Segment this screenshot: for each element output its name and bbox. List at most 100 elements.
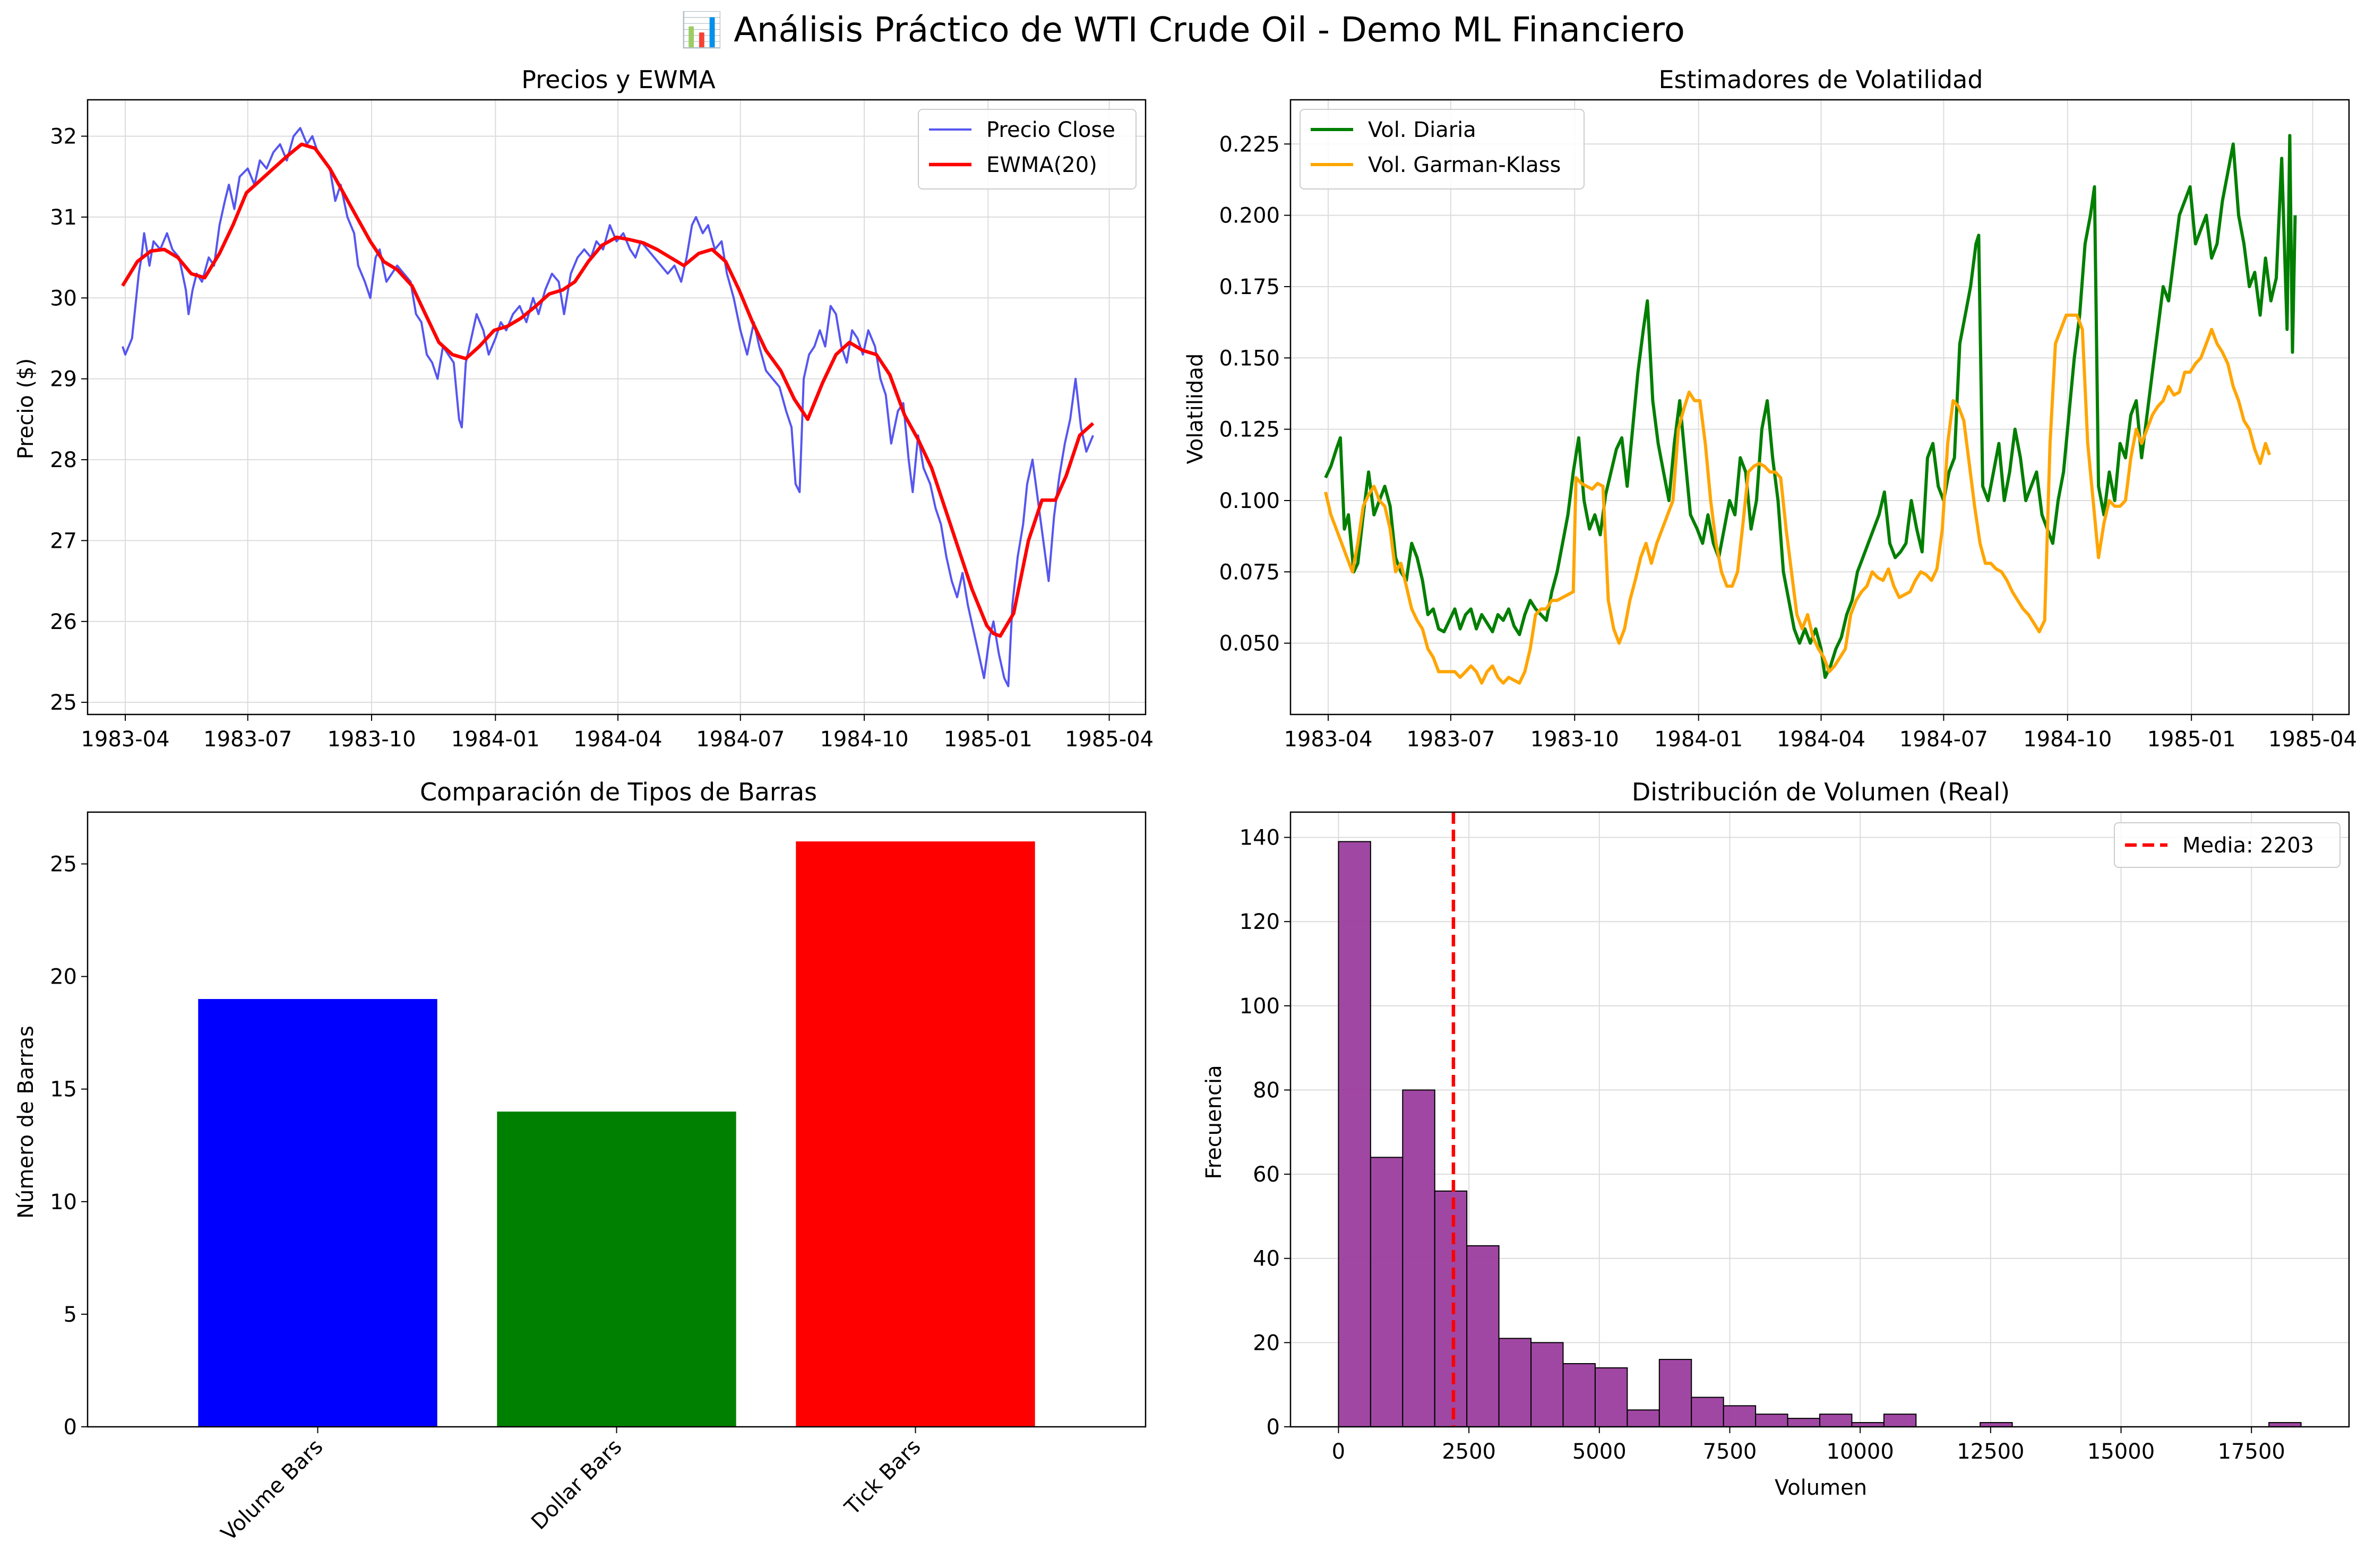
hist-ytick-label: 100 bbox=[1240, 994, 1280, 1019]
vol-legend-label-vol-garman-klass: Vol. Garman-Klass bbox=[1368, 153, 1561, 177]
vol-legend-box bbox=[1300, 109, 1585, 189]
price-panel-title: Precios y EWMA bbox=[521, 65, 716, 94]
bar-volume-bars bbox=[198, 999, 437, 1427]
volatility-panel-title: Estimadores de Volatilidad bbox=[1658, 65, 1983, 94]
vol-series-vol-garman-klass bbox=[1324, 313, 2272, 685]
volatility-panel: Estimadores de Volatilidad Volatilidad 1… bbox=[1183, 65, 2357, 752]
price-ytick-label: 32 bbox=[50, 125, 77, 149]
vol-xtick-label: 1984-04 bbox=[1777, 727, 1865, 752]
price-ytick-label: 31 bbox=[50, 205, 77, 230]
price-legend-box bbox=[918, 109, 1137, 189]
price-ewma-panel: Precios y EWMA Precio ($) 1983-04 1983-07… bbox=[14, 65, 1154, 752]
price-xtick-label: 1984-10 bbox=[820, 727, 908, 752]
price-ylabel: Precio ($) bbox=[14, 358, 38, 460]
vol-ytick-label: 0.050 bbox=[1219, 632, 1280, 656]
bars-ytick-label: 10 bbox=[50, 1190, 77, 1214]
price-xtick-label: 1983-04 bbox=[81, 727, 169, 752]
hist-ytick-label: 40 bbox=[1253, 1247, 1280, 1271]
bars-ytick-label: 25 bbox=[50, 852, 77, 877]
bar-tick-bars bbox=[796, 841, 1035, 1427]
volatility-ylabel: Volatilidad bbox=[1183, 354, 1208, 464]
bar-types-panel: Comparación de Tipos de Barras Número de… bbox=[14, 778, 1147, 1546]
vol-ytick-label: 0.200 bbox=[1219, 204, 1280, 228]
hist-bin bbox=[1658, 1359, 1692, 1428]
histogram-panel-title: Distribución de Volumen (Real) bbox=[1632, 778, 2010, 806]
vol-xtick-label: 1983-04 bbox=[1284, 727, 1372, 752]
price-xtick-label: 1984-04 bbox=[573, 727, 662, 752]
hist-xtick-label: 5000 bbox=[1572, 1440, 1627, 1464]
hist-bin bbox=[1562, 1363, 1596, 1427]
hist-ytick-label: 0 bbox=[1267, 1415, 1280, 1440]
bars-xtick-label-dollar-bars: Dollar Bars bbox=[527, 1435, 626, 1535]
hist-bin bbox=[1498, 1338, 1532, 1428]
vol-ytick-label: 0.175 bbox=[1219, 275, 1280, 299]
hist-bin bbox=[1627, 1409, 1660, 1427]
volume-histogram-panel: Distribución de Volumen (Real) Frecuenci… bbox=[1202, 778, 2350, 1500]
bars-ytick-label: 5 bbox=[64, 1303, 77, 1327]
bars-ytick-label: 20 bbox=[50, 965, 77, 989]
hist-ytick-label: 20 bbox=[1253, 1331, 1280, 1355]
hist-legend-box bbox=[2114, 822, 2341, 868]
hist-ytick-label: 60 bbox=[1253, 1162, 1280, 1187]
price-ytick-label: 25 bbox=[50, 691, 77, 715]
vol-series-vol-diaria bbox=[1324, 134, 2297, 679]
price-ytick-label: 27 bbox=[50, 529, 77, 553]
figure-title: 📊 Análisis Práctico de WTI Crude Oil - D… bbox=[681, 11, 1685, 50]
bar-types-panel-title: Comparación de Tipos de Barras bbox=[420, 778, 817, 806]
histogram-xlabel: Volumen bbox=[1775, 1476, 1867, 1500]
hist-xtick-label: 12500 bbox=[1957, 1440, 2024, 1464]
hist-xtick-label: 0 bbox=[1332, 1440, 1345, 1464]
vol-axes-frame bbox=[1289, 99, 2350, 716]
hist-ytick-label: 80 bbox=[1253, 1078, 1280, 1102]
price-series-ewma bbox=[121, 142, 1095, 638]
price-xtick-label: 1983-07 bbox=[203, 727, 292, 752]
price-ytick-label: 28 bbox=[50, 448, 77, 472]
price-xtick-label: 1983-10 bbox=[327, 727, 416, 752]
hist-xtick-label: 15000 bbox=[2087, 1440, 2155, 1464]
bars-xtick-label-tick-bars: Tick Bars bbox=[840, 1435, 926, 1521]
hist-bin bbox=[1755, 1414, 1788, 1428]
price-xtick-label: 1985-01 bbox=[944, 727, 1033, 752]
price-ytick-label: 29 bbox=[50, 367, 77, 392]
bar-dollar-bars bbox=[497, 1112, 736, 1427]
price-ytick-label: 26 bbox=[50, 610, 77, 634]
hist-bin bbox=[1819, 1414, 1853, 1428]
hist-xtick-label: 17500 bbox=[2218, 1440, 2285, 1464]
bars-ytick-label: 15 bbox=[50, 1078, 77, 1102]
bar-types-ylabel: Número de Barras bbox=[14, 1026, 38, 1219]
hist-bin bbox=[1466, 1245, 1500, 1428]
price-legend-label-ewma: EWMA(20) bbox=[986, 153, 1097, 177]
hist-xtick-label: 10000 bbox=[1827, 1440, 1894, 1464]
vol-xtick-label: 1984-07 bbox=[1899, 727, 1988, 752]
price-xtick-label: 1985-04 bbox=[1065, 727, 1154, 752]
hist-bin bbox=[1338, 841, 1371, 1427]
vol-xtick-label: 1985-01 bbox=[2147, 727, 2236, 752]
hist-xtick-label: 7500 bbox=[1703, 1440, 1757, 1464]
hist-bin bbox=[1402, 1089, 1435, 1428]
hist-legend-label: Media: 2203 bbox=[2182, 833, 2314, 858]
vol-xtick-label: 1984-01 bbox=[1654, 727, 1743, 752]
hist-bin bbox=[1691, 1397, 1724, 1428]
hist-bin bbox=[1370, 1157, 1404, 1427]
hist-ytick-label: 140 bbox=[1240, 826, 1280, 850]
hist-bin bbox=[1723, 1405, 1757, 1428]
vol-xtick-label: 1984-10 bbox=[2023, 727, 2112, 752]
hist-xtick-label: 2500 bbox=[1442, 1440, 1496, 1464]
price-xtick-label: 1984-01 bbox=[451, 727, 540, 752]
hist-bin bbox=[1530, 1342, 1564, 1428]
price-xtick-label: 1984-07 bbox=[696, 727, 785, 752]
price-series-precio-close bbox=[122, 127, 1094, 687]
vol-xtick-label: 1983-10 bbox=[1530, 727, 1619, 752]
price-axes-frame bbox=[87, 99, 1147, 716]
vol-xtick-label: 1985-04 bbox=[2268, 727, 2357, 752]
price-legend-label-precio-close: Precio Close bbox=[986, 118, 1115, 142]
vol-ytick-label: 0.225 bbox=[1219, 132, 1280, 157]
hist-axes-frame bbox=[1289, 811, 2350, 1428]
hist-bin bbox=[1883, 1414, 1917, 1428]
bars-ytick-label: 0 bbox=[64, 1415, 77, 1440]
hist-ytick-label: 120 bbox=[1240, 910, 1280, 934]
vol-ytick-label: 0.100 bbox=[1219, 489, 1280, 513]
hist-bin bbox=[1787, 1418, 1820, 1427]
vol-ytick-label: 0.075 bbox=[1219, 560, 1280, 584]
